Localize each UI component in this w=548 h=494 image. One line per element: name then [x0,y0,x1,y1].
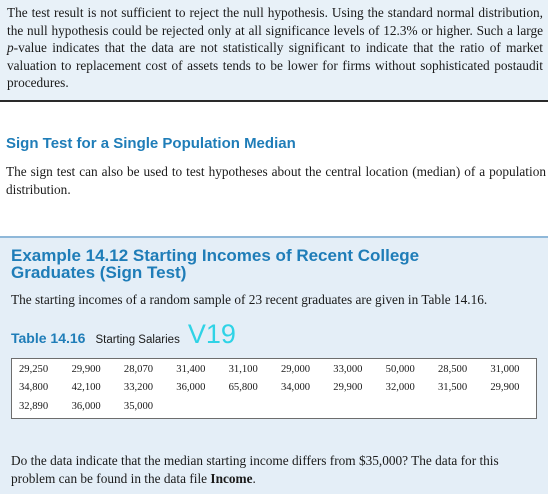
table-cell: 32,890 [19,400,49,412]
p-value-symbol: p [7,40,14,55]
table-row: 32,890 36,000 35,000 [12,398,537,419]
table-cell: 36,000 [176,382,206,394]
table-cell [483,398,536,419]
table-cell: 33,000 [333,364,363,375]
table-cell: 31,400 [176,364,206,375]
table-cell: 34,800 [19,382,49,394]
table-row: 34,800 42,100 33,200 36,000 65,800 34,000 29,9… [12,379,537,398]
section-body: The sign test can also be used to test h… [6,164,546,197]
example-title: Example 14.12 Starting Incomes of Recent… [11,247,541,281]
data-file-name: Income [210,470,253,486]
table-cell: 34,000 [280,382,311,394]
salary-table-body: 29,250 29,900 28,070 31,400 31,100 29,000 33,0… [12,359,537,419]
table-number: Table 14.16 [11,330,86,346]
question-text: Do the data indicate that the median sta… [11,453,499,486]
version-watermark: V19 [187,319,236,349]
table-cell: 29,900 [333,382,363,394]
table-cell [222,398,274,419]
table-cell [169,398,221,419]
table-cell: 29,250 [19,364,49,375]
table-cell: 28,500 [437,364,468,375]
conclusion-paragraph: The test result is not sufficient to rej… [7,4,543,92]
table-cell: 29,900 [71,364,101,375]
conclusion-text-end: -value indicates that the data are not s… [7,40,543,90]
example-title-line-2: Graduates (Sign Test) [11,263,187,282]
table-cell: 28,070 [123,364,154,375]
table-cell: 35,000 [123,400,154,412]
table-cell [326,398,378,419]
table-cell: 33,200 [123,382,154,394]
table-cell: 50,000 [385,364,415,375]
table-cell: 29,000 [280,364,311,375]
table-cell [431,398,483,419]
conclusion-box [0,0,548,102]
table-cell: 31,000 [490,364,520,375]
table-cell: 42,100 [71,382,101,394]
table-cell [274,398,326,419]
table-cell: 36,000 [71,400,101,412]
example-title-line-1: Example 14.12 Starting Incomes of Recent… [11,246,420,265]
table-title: Starting Salaries [95,334,180,346]
salary-table: 29,250 29,900 28,070 31,400 31,100 29,000 33,0… [11,358,537,419]
table-cell: 29,900 [490,382,520,394]
question-end: . [252,470,256,486]
conclusion-text-start: The test result is not sufficient to rej… [7,5,543,38]
question-paragraph: Do the data indicate that the median sta… [11,452,543,487]
table-cell: 31,100 [228,364,258,375]
table-cell: 32,000 [385,382,415,394]
table-cell [379,398,431,419]
table-row: 29,250 29,900 28,070 31,400 31,100 29,000 33,0… [12,359,537,380]
example-intro: The starting incomes of a random sample … [11,292,488,307]
table-cell: 31,500 [437,382,468,394]
table-cell: 65,800 [228,382,258,394]
table-caption: Table 14.16 Starting Salaries V19 [11,319,236,350]
section-heading: Sign Test for a Single Population Median [6,135,296,152]
